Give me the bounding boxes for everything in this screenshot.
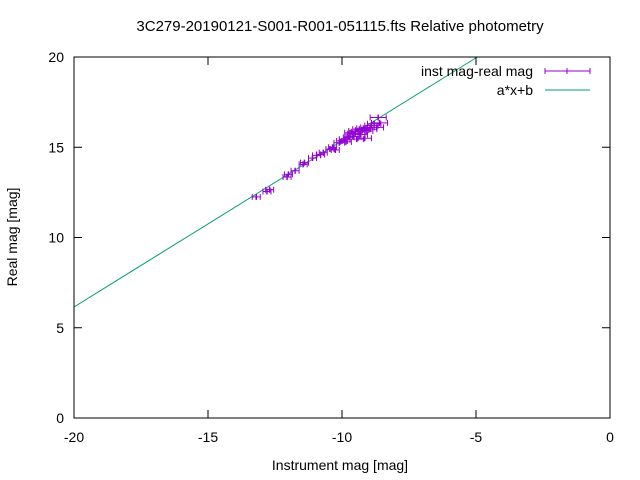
data-point: [283, 171, 293, 178]
data-point: [330, 146, 340, 153]
x-tick-label: -20: [64, 429, 84, 445]
fit-line: [73, 56, 478, 308]
data-point: [349, 136, 364, 143]
chart-title: 3C279-20190121-S001-R001-051115.fts Rela…: [136, 18, 544, 35]
y-tick-label: 0: [56, 410, 64, 426]
x-tick-label: 0: [606, 429, 614, 445]
data-point: [369, 114, 387, 121]
y-tick-label: 20: [48, 49, 64, 65]
x-axis-label: Instrument mag [mag]: [272, 457, 408, 473]
y-tick-label: 5: [56, 320, 64, 336]
data-point: [357, 135, 372, 142]
plot-frame: [73, 56, 611, 419]
legend-label-series-2: a*x+b: [497, 82, 533, 98]
x-tick-label: -15: [198, 429, 218, 445]
x-tick-label: -5: [470, 429, 483, 445]
data-point: [318, 149, 328, 156]
data-point: [353, 131, 368, 138]
data-point: [251, 193, 261, 200]
legend-symbol-series-1: [544, 68, 591, 74]
y-tick-label: 15: [48, 139, 64, 155]
y-tick-label: 10: [48, 230, 64, 246]
data-point: [290, 167, 300, 174]
legend-label-series-1: inst mag-real mag: [421, 63, 533, 79]
data-point: [370, 119, 389, 126]
x-tick-label: -10: [332, 429, 352, 445]
data-point: [369, 124, 385, 131]
data-point: [265, 186, 275, 193]
legend: inst mag-real mag a*x+b: [421, 63, 591, 98]
axis-ticks: -20 -15 -10 -5 0 0 5 10 15 20: [48, 49, 614, 445]
data-point: [366, 120, 382, 127]
y-axis-label: Real mag [mag]: [4, 188, 20, 287]
